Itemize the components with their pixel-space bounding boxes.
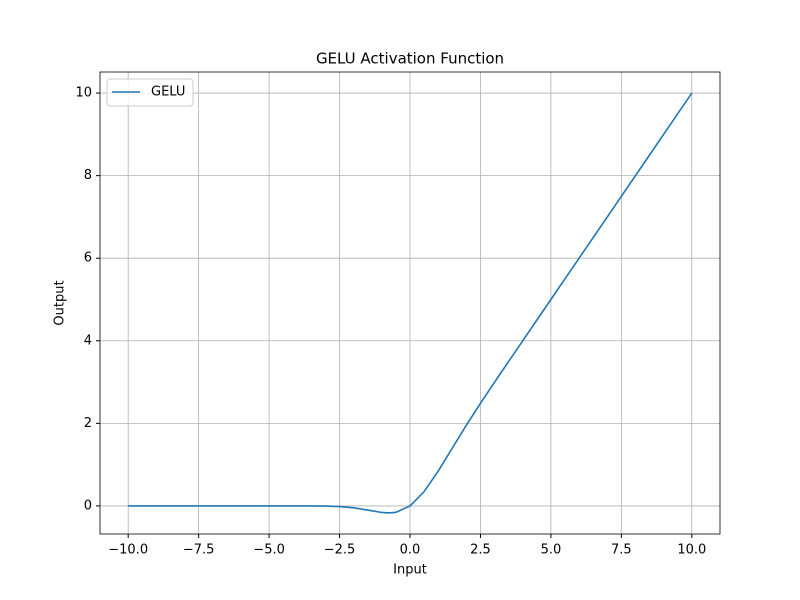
x-tick-label: 7.5 xyxy=(611,543,632,558)
line xyxy=(128,92,693,514)
legend-label: GELU xyxy=(151,85,185,100)
x-tick-label: 0.0 xyxy=(400,543,421,558)
x-tick-label: −2.5 xyxy=(324,543,356,558)
x-tick-label: −10.0 xyxy=(108,543,148,558)
y-tick-label: 8 xyxy=(84,168,92,183)
y-axis-label: Output xyxy=(53,280,68,325)
x-tick-label: −7.5 xyxy=(183,543,215,558)
x-tick-label: 5.0 xyxy=(541,543,562,558)
y-tick-label: 6 xyxy=(84,251,92,266)
x-tick-label: 10.0 xyxy=(677,543,706,558)
plot-frame xyxy=(99,71,721,535)
x-tick-label: 2.5 xyxy=(470,543,491,558)
y-tick-label: 10 xyxy=(75,86,92,101)
y-tick-label: 4 xyxy=(84,333,92,348)
x-axis-label: Input xyxy=(393,563,427,578)
chart-title: GELU Activation Function xyxy=(316,50,504,68)
y-tick-label: 0 xyxy=(84,498,92,513)
legend-box xyxy=(106,78,194,107)
x-tick-label: −5.0 xyxy=(253,543,285,558)
y-tick-label: 2 xyxy=(84,416,92,431)
